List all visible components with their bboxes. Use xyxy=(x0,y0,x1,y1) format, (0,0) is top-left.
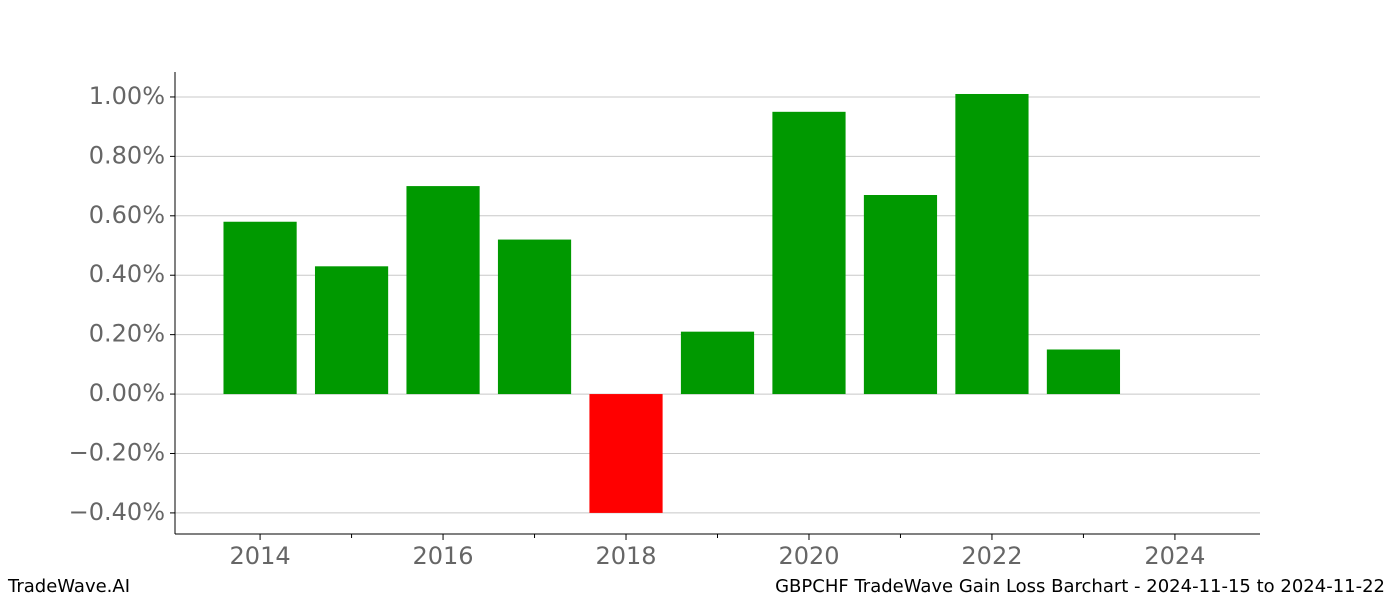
y-tick-label: 0.80% xyxy=(89,141,165,169)
y-tick-label: −0.40% xyxy=(69,498,165,526)
y-tick-label: 0.20% xyxy=(89,320,165,348)
source: TradeWave.AI xyxy=(7,576,130,597)
x-tick-label: 2016 xyxy=(413,542,474,570)
y-tick-label: 0.60% xyxy=(89,201,165,229)
y-tick-label: 0.40% xyxy=(89,260,165,288)
y-tick-label: −0.20% xyxy=(69,438,165,466)
y-tick-label: 0.00% xyxy=(89,379,165,407)
x-tick-label: 2018 xyxy=(595,542,656,570)
bar xyxy=(772,111,846,395)
chart-title: GBPCHF TradeWave Gain Loss Barchart - 20… xyxy=(775,576,1385,597)
bar xyxy=(497,239,572,395)
bar xyxy=(863,195,938,395)
x-tick-label: 2014 xyxy=(230,542,291,570)
bar xyxy=(1046,349,1121,395)
bar xyxy=(589,394,663,513)
x-tick-label: 2022 xyxy=(961,542,1022,570)
bar xyxy=(223,221,297,395)
y-tick-label: 1.00% xyxy=(89,82,165,110)
bar xyxy=(314,266,389,395)
x-tick-label: 2020 xyxy=(778,542,839,570)
bar xyxy=(955,93,1029,395)
bar xyxy=(406,186,480,395)
x-tick-label: 2024 xyxy=(1144,542,1205,570)
bar xyxy=(680,331,755,395)
